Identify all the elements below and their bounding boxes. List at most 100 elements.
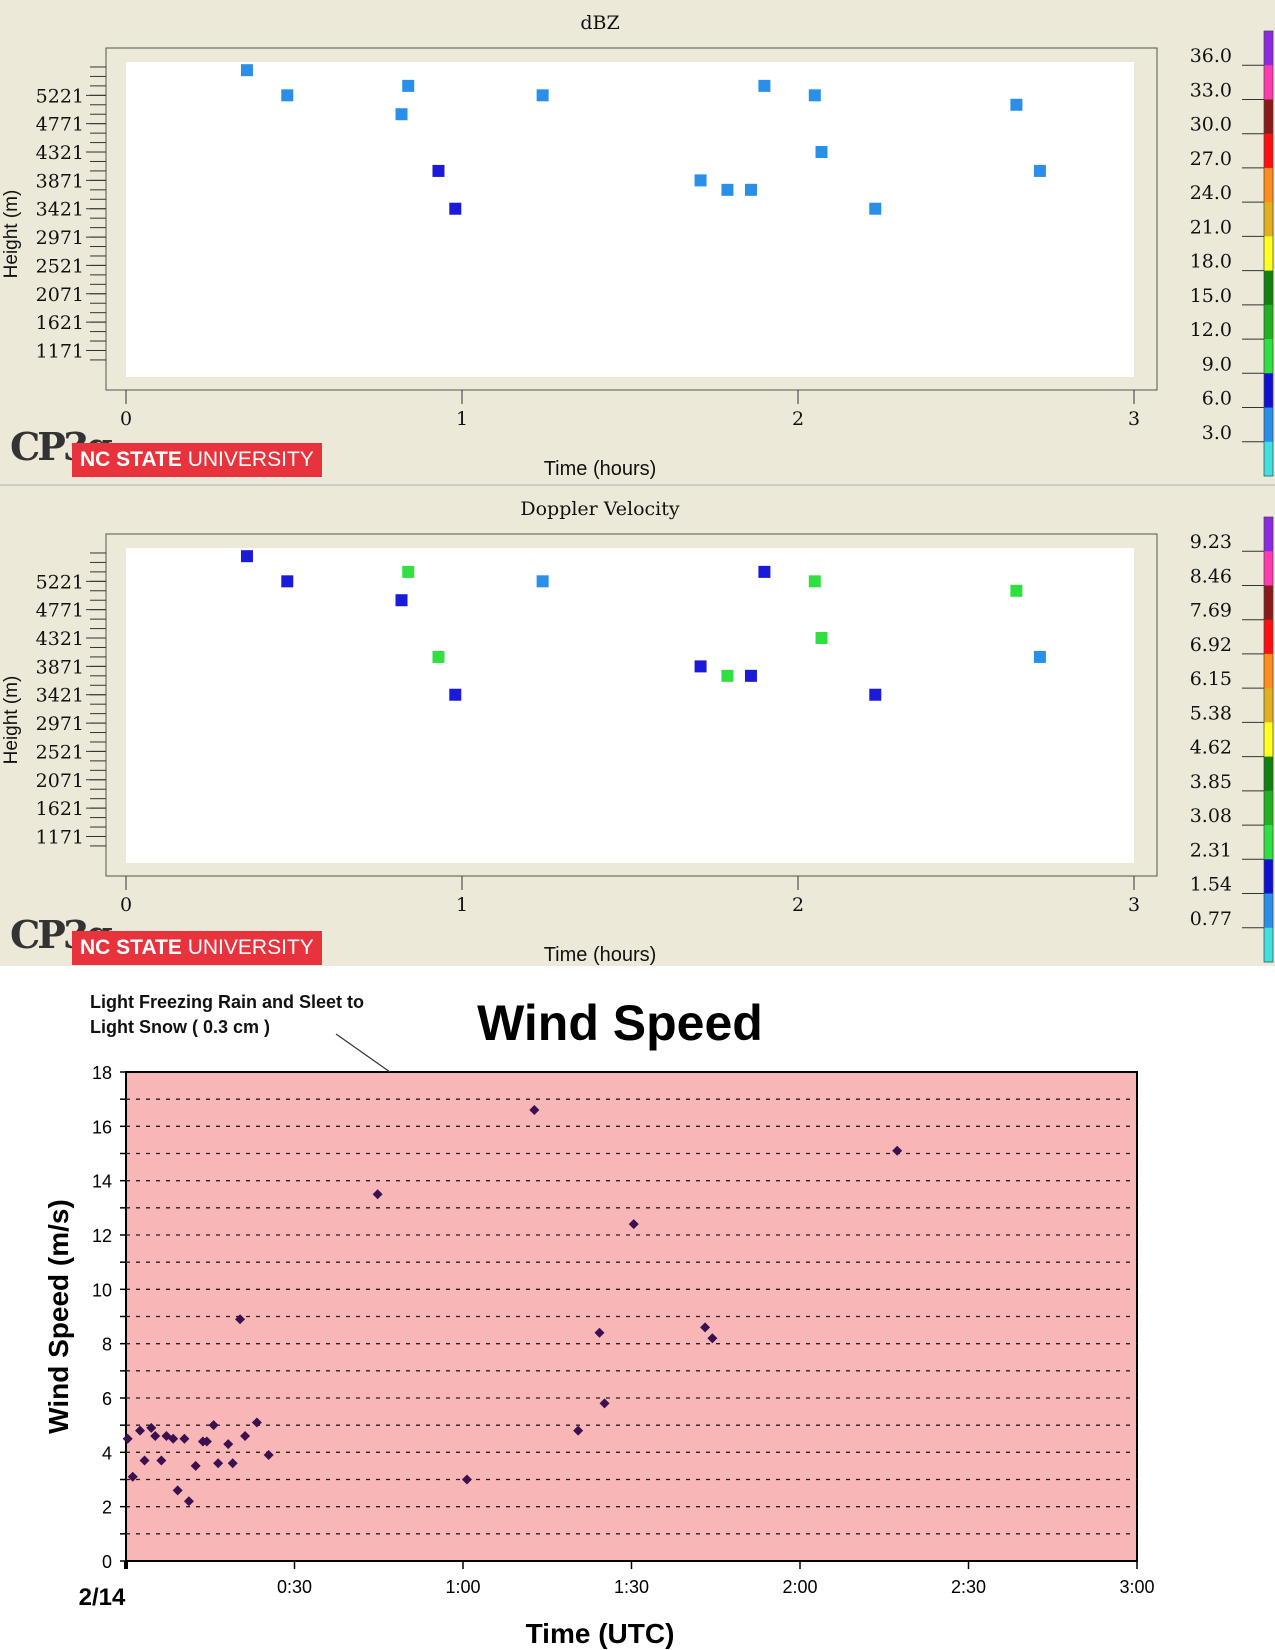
colorbar-segment: [1264, 31, 1273, 66]
data-point: [721, 183, 734, 196]
colorbar-label: 21.0: [1190, 216, 1232, 238]
data-point: [213, 1458, 224, 1469]
colorbar-frame: [1263, 516, 1274, 963]
data-point: [694, 660, 707, 673]
data-point: [402, 565, 415, 578]
colorbar-segment: [1264, 893, 1273, 929]
colorbar-segment: [1264, 517, 1273, 552]
data-point: [815, 146, 828, 159]
y-tick-label: 16: [92, 1117, 112, 1137]
data-point: [201, 1436, 212, 1447]
y-tick-label: 3421: [36, 685, 84, 707]
chart-title: dBZ: [580, 12, 619, 34]
data-point: [395, 594, 408, 607]
data-point: [135, 1425, 146, 1436]
colorbar-label: 8.46: [1190, 565, 1232, 587]
y-axis-label: Wind Speed (m/s): [43, 1199, 74, 1434]
y-tick-label: 2521: [36, 255, 84, 277]
y-tick-label: 2071: [36, 284, 84, 306]
data-point: [808, 575, 821, 588]
data-point: [744, 669, 757, 682]
colorbar-segment: [1264, 304, 1273, 340]
data-point: [700, 1322, 711, 1333]
colorbar-label: 6.15: [1190, 668, 1232, 690]
data-point: [122, 1433, 133, 1444]
colorbar-segment: [1264, 167, 1273, 203]
x-axis-label: Time (UTC): [526, 1618, 675, 1649]
y-axis-label: Height (m): [1, 190, 22, 279]
ncsu-logo-light: UNIVERSITY: [181, 448, 314, 471]
data-point: [179, 1433, 190, 1444]
data-point: [449, 688, 462, 701]
colorbar-segment: [1264, 859, 1273, 895]
data-point: [536, 89, 549, 102]
x-tick-label: 1: [456, 894, 468, 916]
data-point: [707, 1333, 718, 1344]
y-tick-label: 4: [102, 1443, 112, 1463]
y-tick-label: 1621: [36, 312, 84, 334]
data-point: [263, 1450, 274, 1461]
colorbar-label: 6.0: [1202, 388, 1232, 410]
data-point: [150, 1431, 161, 1442]
colorbar-label: 18.0: [1190, 251, 1232, 273]
data-point: [594, 1327, 605, 1338]
data-point: [599, 1398, 610, 1409]
colorbar-label: 5.38: [1190, 702, 1232, 724]
colorbar-segment: [1264, 927, 1273, 963]
data-point: [156, 1455, 167, 1466]
y-tick-label: 1171: [36, 340, 84, 362]
x-tick-label: 2: [792, 894, 804, 916]
data-point: [240, 1431, 251, 1442]
y-tick-label: 2: [102, 1498, 112, 1518]
data-point: [449, 202, 462, 215]
ncsu-logo: NC STATE UNIVERSITY: [72, 443, 322, 477]
colorbar-label: 33.0: [1190, 79, 1232, 101]
colorbar-label: 3.0: [1202, 422, 1232, 444]
data-point: [892, 1145, 903, 1156]
plot-area: [126, 548, 1134, 863]
data-point: [1033, 650, 1046, 663]
colorbar-segment: [1264, 339, 1273, 374]
data-point: [190, 1460, 201, 1471]
x-tick-label: 2/14: [79, 1584, 126, 1611]
y-tick-label: 2971: [36, 227, 84, 249]
data-point: [721, 669, 734, 682]
data-point: [461, 1474, 472, 1485]
data-point: [395, 108, 408, 121]
colorbar-segment: [1264, 270, 1273, 306]
colorbar-label: 24.0: [1190, 182, 1232, 204]
wind-speed-chart: 0 2 4 6 8 10 12 14 16 18 2/14 0:30 1:00 1:30 2:00 2:30 3…: [43, 992, 1155, 1649]
colorbar-segment: [1264, 373, 1273, 409]
colorbar-segment: [1264, 407, 1273, 443]
colorbar-label: 1.54: [1190, 874, 1232, 896]
data-point: [1010, 584, 1023, 597]
colorbar-segment: [1264, 65, 1273, 100]
ncsu-logo-2: NC STATE UNIVERSITY: [72, 931, 322, 965]
colorbar-frame: [1263, 30, 1274, 477]
colorbar-segment: [1264, 653, 1273, 689]
y-tick-label: 4771: [36, 114, 84, 136]
colorbar-segment: [1264, 619, 1273, 655]
y-tick-label: 5221: [36, 571, 84, 593]
y-tick-label: 12: [92, 1226, 112, 1246]
colorbar-segment: [1264, 551, 1273, 586]
chart-title: Doppler Velocity: [520, 498, 680, 520]
x-axis-label: Time (hours): [544, 944, 657, 966]
y-axis-label: Height (m): [1, 676, 22, 765]
colorbar-label: 7.69: [1190, 600, 1232, 622]
data-point: [536, 575, 549, 588]
data-point: [208, 1420, 219, 1431]
colorbar-segment: [1264, 133, 1273, 169]
colorbar-label: 30.0: [1190, 114, 1232, 136]
x-tick-label: 3: [1128, 408, 1140, 430]
data-point: [573, 1425, 584, 1436]
data-point: [251, 1417, 262, 1428]
y-tick-label: 4321: [36, 628, 84, 650]
data-point: [372, 1189, 383, 1200]
data-point: [168, 1433, 179, 1444]
doppler-velocity-chart: Doppler Velocity 1171 1621 2071 2521 2971 3421…: [1, 498, 1274, 966]
y-tick-label: 14: [92, 1172, 112, 1192]
data-point: [808, 89, 821, 102]
colorbar-segment: [1264, 236, 1273, 272]
